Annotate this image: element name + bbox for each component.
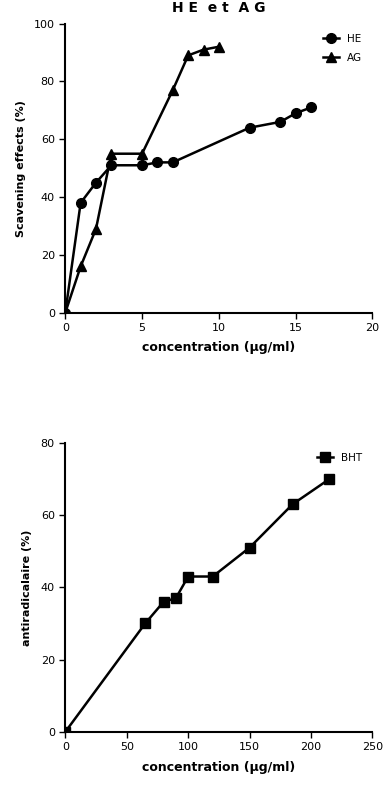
AG — [109, 149, 114, 158]
HE — [78, 198, 83, 208]
X-axis label: concentration (μg/ml): concentration (μg/ml) — [142, 761, 296, 774]
BHT — [290, 500, 295, 509]
BHT — [186, 572, 190, 582]
BHT — [161, 597, 166, 607]
AG — [140, 149, 144, 158]
Legend: BHT: BHT — [312, 448, 367, 469]
Title: H E  e t  A G: H E e t A G — [172, 2, 266, 16]
AG — [94, 224, 98, 234]
HE — [109, 161, 114, 170]
AG — [217, 42, 221, 51]
Line: BHT: BHT — [60, 474, 334, 737]
AG — [170, 85, 175, 94]
BHT — [327, 475, 332, 484]
Y-axis label: antiradicalaire (%): antiradicalaire (%) — [22, 529, 32, 645]
X-axis label: concentration (μg/ml): concentration (μg/ml) — [142, 342, 296, 354]
Legend: HE, AG: HE, AG — [318, 29, 367, 68]
BHT — [247, 543, 252, 552]
HE — [63, 308, 68, 317]
HE — [170, 157, 175, 167]
AG — [63, 308, 68, 317]
HE — [278, 117, 283, 127]
HE — [94, 178, 98, 187]
AG — [186, 50, 190, 60]
BHT — [143, 619, 147, 628]
Line: HE: HE — [60, 102, 316, 318]
HE — [140, 161, 144, 170]
Y-axis label: Scavening effects (%): Scavening effects (%) — [15, 100, 25, 237]
HE — [309, 103, 313, 113]
BHT — [63, 727, 68, 737]
AG — [201, 45, 206, 54]
BHT — [210, 572, 215, 582]
BHT — [174, 593, 178, 603]
HE — [293, 109, 298, 118]
HE — [155, 157, 160, 167]
AG — [78, 262, 83, 272]
HE — [247, 123, 252, 132]
Line: AG: AG — [60, 42, 224, 318]
